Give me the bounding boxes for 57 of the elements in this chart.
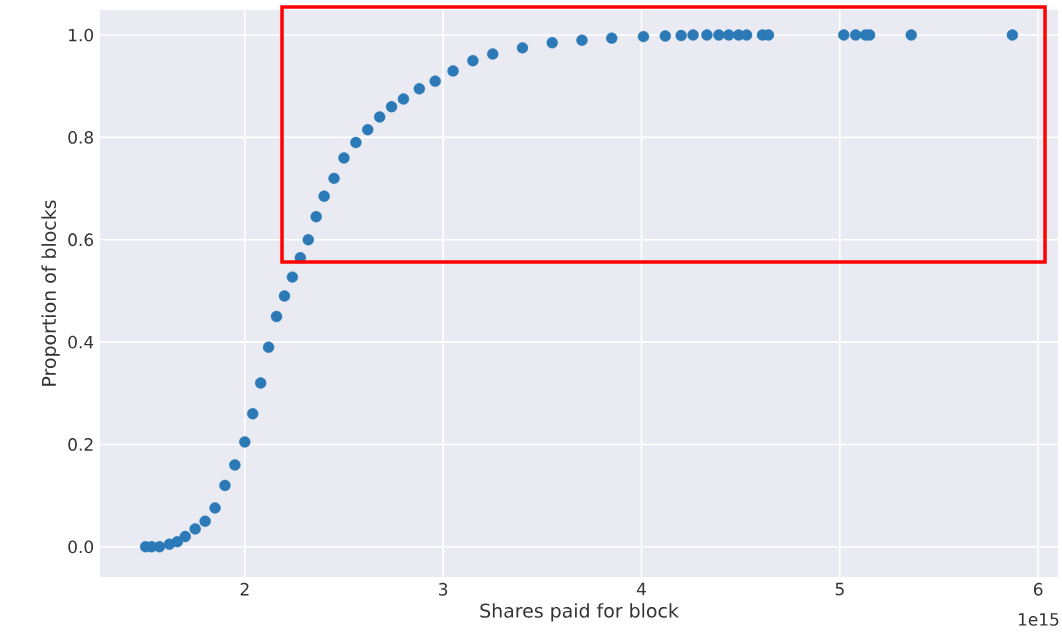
point: [310, 211, 322, 223]
y-tick-label: 0.4: [68, 335, 94, 349]
point: [286, 271, 299, 283]
point: [278, 290, 291, 302]
text: 1e15: [1018, 613, 1059, 626]
point: [701, 29, 713, 41]
point: [713, 29, 725, 41]
y-tick-label: 0.0: [68, 540, 94, 554]
point: [270, 310, 283, 323]
point: [209, 502, 221, 514]
x-tick-label: 4: [636, 582, 646, 596]
point: [576, 34, 588, 46]
point: [838, 29, 850, 41]
point: [262, 341, 275, 353]
point: [247, 408, 259, 420]
point: [675, 29, 687, 42]
point: [1006, 29, 1019, 41]
point: [687, 29, 699, 41]
point: [487, 48, 499, 60]
x-tick-label: 2: [240, 582, 249, 596]
point: [328, 172, 340, 185]
point: [659, 30, 671, 42]
point: [723, 29, 735, 41]
point: [397, 93, 410, 105]
point: [447, 65, 459, 77]
point: [254, 377, 267, 389]
point: [429, 75, 441, 87]
y-tick-label: 0.6: [68, 233, 94, 247]
point: [373, 111, 386, 123]
x-axis-title: Shares paid for block: [480, 603, 679, 622]
x-tick-label: 3: [439, 582, 448, 596]
point: [413, 83, 426, 95]
y-tick-label: 0.2: [68, 438, 93, 451]
point: [516, 42, 529, 54]
point: [637, 30, 650, 43]
y-tick-label: 0.8: [68, 131, 93, 144]
point: [189, 523, 201, 535]
point: [179, 530, 191, 543]
point: [239, 436, 251, 448]
point: [385, 101, 398, 113]
x-tick-label: 5: [835, 582, 844, 596]
point: [350, 136, 362, 149]
point: [302, 234, 314, 246]
point: [219, 479, 231, 492]
point: [467, 54, 479, 67]
point: [905, 29, 917, 41]
point: [229, 459, 241, 471]
y-axis-title: Proportion of blocks: [41, 200, 60, 386]
point: [199, 515, 211, 527]
point: [546, 37, 558, 49]
point: [318, 190, 330, 202]
point: [362, 124, 374, 136]
point: [606, 32, 618, 44]
x-tick-label: 6: [1033, 582, 1043, 596]
y-tick-label: 1.0: [69, 28, 94, 42]
point: [338, 152, 350, 164]
point: [850, 29, 862, 41]
